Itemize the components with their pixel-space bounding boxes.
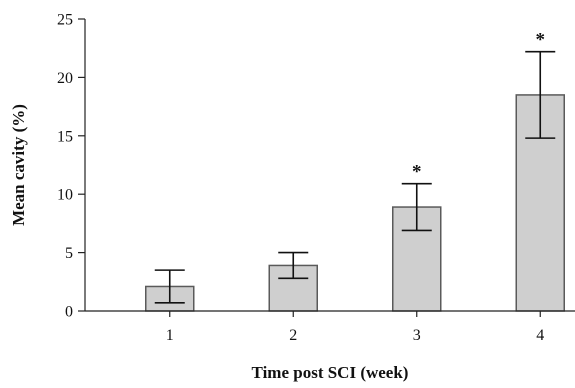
x-axis-title: Time post SCI (week) — [252, 363, 409, 382]
error-bars-layer — [154, 50, 556, 304]
y-tick-label: 0 — [65, 304, 73, 321]
bar-week-4 — [515, 94, 565, 312]
y-tick-label: 25 — [57, 12, 73, 29]
y-tick-label: 5 — [65, 245, 73, 262]
bars-layer — [145, 94, 565, 312]
significance-asterisk: * — [536, 30, 546, 51]
y-axis-title: Mean cavity (%) — [9, 104, 28, 226]
axes-layer — [84, 19, 575, 312]
x-tick-label: 1 — [166, 327, 174, 344]
y-tick-label: 20 — [57, 70, 73, 87]
x-tick-label: 4 — [536, 327, 544, 344]
x-tick-label: 2 — [289, 327, 297, 344]
significance-asterisk: * — [412, 162, 422, 183]
y-tick-label: 10 — [57, 187, 73, 204]
y-ticks: 0 5 10 15 20 25 — [57, 12, 85, 321]
significance-markers: ** — [412, 30, 545, 183]
x-tick-label: 3 — [413, 327, 421, 344]
y-tick-label: 15 — [57, 128, 73, 145]
x-ticks: 1 2 3 4 — [166, 311, 544, 344]
